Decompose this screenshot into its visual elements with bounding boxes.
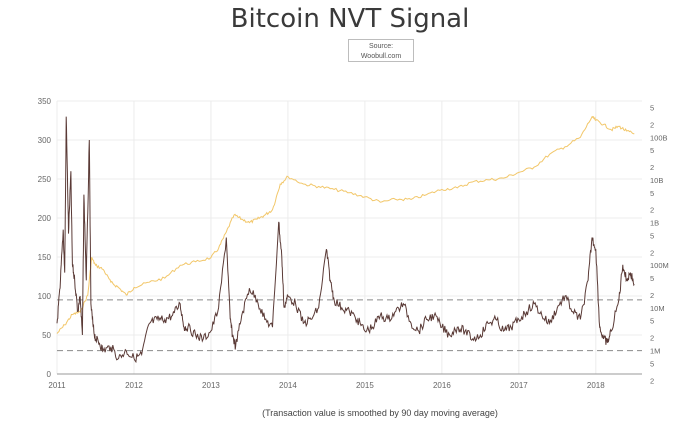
right-tick-label: 5 xyxy=(650,359,654,368)
threshold-lines xyxy=(57,299,642,352)
grid xyxy=(56,100,642,375)
x-tick-label: 2016 xyxy=(433,381,451,390)
right-tick-label: 2 xyxy=(650,206,654,215)
y-tick-label: 150 xyxy=(38,253,52,262)
right-tick-label: 2 xyxy=(650,248,654,257)
right-tick-label: 1B xyxy=(650,219,659,228)
axes: 0 50 100 150 200 250 300 350 2011 2012 2013 2014 201… xyxy=(38,97,669,390)
chart-title: Bitcoin NVT Signal xyxy=(230,4,470,34)
right-tick-label: 2 xyxy=(650,163,654,172)
y-tick-label: 250 xyxy=(38,175,52,184)
right-tick-label: 100M xyxy=(650,261,669,270)
y-tick-label: 350 xyxy=(38,97,52,106)
x-tick-label: 2013 xyxy=(202,381,220,390)
right-tick-label: 5 xyxy=(650,317,654,326)
source-link[interactable]: Woobull.com xyxy=(360,53,402,60)
right-tick-label: 5 xyxy=(650,103,654,112)
right-tick-label: 5 xyxy=(650,274,654,283)
x-tick-label: 2011 xyxy=(48,381,66,390)
x-tick-label: 2017 xyxy=(510,381,528,390)
x-tick-label: 2015 xyxy=(356,381,374,390)
y-tick-label: 50 xyxy=(42,331,51,340)
series xyxy=(56,115,635,364)
nvt-signal-line xyxy=(56,116,635,364)
right-tick-label: 5 xyxy=(650,231,654,240)
right-tick-label: 10B xyxy=(650,176,663,185)
y-tick-label: 200 xyxy=(38,214,52,223)
x-tick-label: 2018 xyxy=(587,381,605,390)
right-tick-label: 5 xyxy=(650,146,654,155)
right-tick-label: 5 xyxy=(650,189,654,198)
right-tick-label: 100B xyxy=(650,133,668,142)
source-box[interactable]: Source: Woobull.com xyxy=(348,39,414,62)
right-tick-label: 1M xyxy=(650,347,660,356)
source-label: Source: xyxy=(368,43,394,50)
right-tick-label: 2 xyxy=(650,120,654,129)
y-tick-label: 300 xyxy=(38,136,52,145)
x-tick-label: 2014 xyxy=(279,381,297,390)
market-cap-line xyxy=(56,115,635,334)
right-tick-label: 2 xyxy=(650,291,654,300)
y-tick-label: 100 xyxy=(38,292,52,301)
x-tick-label: 2012 xyxy=(125,381,143,390)
y-tick-label: 0 xyxy=(47,370,52,379)
right-tick-label: 10M xyxy=(650,304,665,313)
right-tick-label: 2 xyxy=(650,334,654,343)
right-tick-label: 2 xyxy=(650,376,654,385)
footnote: (Transaction value is smoothed by 90 day… xyxy=(262,408,498,418)
